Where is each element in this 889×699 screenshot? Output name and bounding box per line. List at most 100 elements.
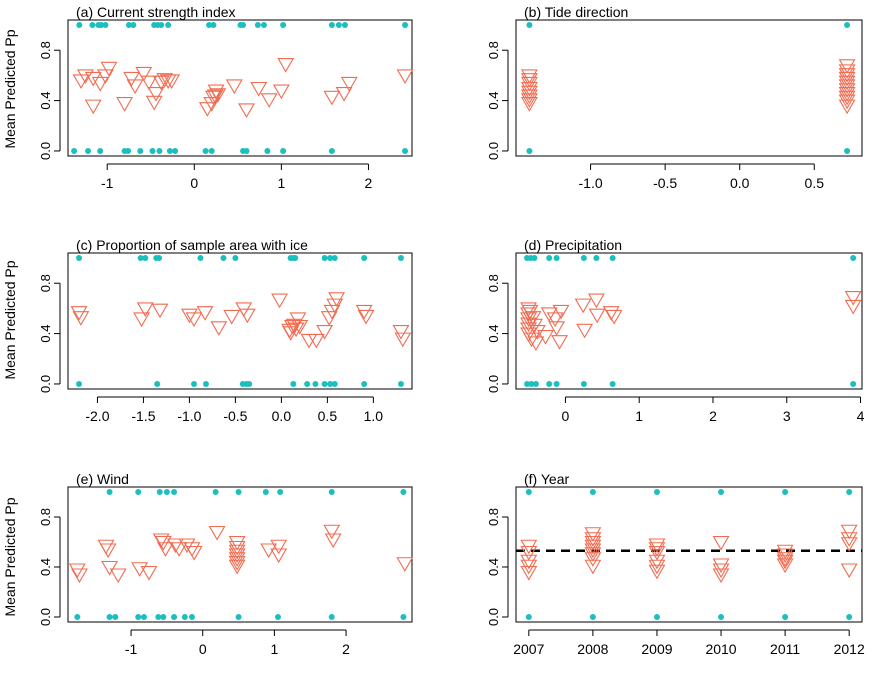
panel-c-observed-point [197,255,204,262]
panel-e-predicted-series [68,524,414,584]
panel-c-x-tick-label: -1.0 [177,408,201,424]
panel-f-x-tick-label: 2007 [513,641,544,657]
panel-b-observed-point [844,22,851,29]
panel-a-title: (a) Current strength index [76,4,236,20]
panel-f-observed-point [718,489,725,495]
panel-b-predicted-point [520,97,538,112]
panel-b-observed-series [526,22,851,154]
panel-e-observed-point [277,489,284,495]
panel-d-observed-series [524,255,857,387]
panel-d-predicted-point [605,309,623,325]
panel-a-observed-point [260,22,267,29]
panel-f-x-tick-label: 2011 [770,641,800,657]
panel-a-predicted-point [123,71,141,87]
panel-c-predicted-point [136,302,154,318]
panel-a-predicted-point [272,84,290,100]
panel-e-y-tick-label: 0.8 [38,508,53,526]
panel-e-observed-series [74,489,407,620]
panel-a-predicted-point [140,75,158,91]
panel-a-predicted-point [126,79,144,95]
panel-f-observed-point [718,614,725,620]
panel-a-observed-point [165,22,172,29]
panel-e-predicted-point [228,559,246,575]
panel-c-predicted-point [326,298,344,314]
panel-a-observed-point [280,22,287,29]
panel-c-observed-point [76,380,83,387]
panel-b-predicted-point [520,81,538,97]
panel-c-predicted-point [357,309,375,325]
panel-e-predicted-point [324,533,342,549]
panel-e-observed-point [274,614,281,620]
panel-b-x-tick-label: 0.5 [805,175,825,191]
panel-b-predicted-point [520,69,538,85]
panel-d-predicted-point [540,307,558,323]
panel-a-observed-point [166,147,173,154]
panel-f-predicted-point [776,544,794,560]
panel-b-frame [515,19,863,157]
panel-c-x-tick-label: -1.5 [131,408,155,424]
panel-f-x-axis: 2007 2008 2009 2010 2011 2012 [513,629,865,657]
panel-d-predicted-point [520,302,537,318]
panel-b-predicted-point [838,64,856,79]
panel-e-predicted-point [270,539,288,555]
panel-f-x-tick-label: 2009 [641,641,672,657]
panel-c-observed-point [361,380,368,387]
panel-f-predicted-point [712,563,730,579]
panel-a-predicted-point [147,86,165,102]
panel-b-predicted-point [520,93,538,108]
panel-c-observed-series [76,255,404,387]
panel-a-ylabel: Mean Predicted Pp [2,29,18,148]
panel-c-x-tick-label: 1.0 [364,408,384,424]
panel-e-predicted-point [109,568,127,584]
panel-f-predicted-point [648,538,666,554]
panel-d-predicted-point [528,325,546,340]
panel-b-predicted-point [520,89,538,105]
panel-b-predicted-point [838,59,856,74]
panel-d-observed-point [524,380,531,387]
panel-a-observed-point [264,147,271,154]
panel-f-y-tick-label: 0.0 [486,608,501,626]
panel-c-observed-point [361,255,368,262]
panel-d-predicted-point [537,330,554,345]
panel-b-predicted-point [838,71,856,87]
panel-c: (c) Proportion of sample area with ice -2… [38,237,413,424]
panel-e-predicted-point [228,535,246,551]
panel-b-observed-point [844,147,851,154]
panel-c-observed-point [327,380,334,387]
panel-f-observed-point [653,614,660,620]
panel-a-observed-point [202,147,209,154]
panel-a-observed-point [158,22,165,29]
panel-b-x-tick-label: -0.5 [653,175,677,191]
panel-d-observed-point [609,380,616,387]
panel-b-title: (b) Tide direction [524,4,628,20]
panel-a-predicted-point [163,74,181,90]
panel-a-predicted-point [91,76,109,92]
panel-e-observed-point [160,614,167,620]
panel-a-observed-point [254,22,261,29]
panel-c-predicted-point [271,293,289,309]
panel-c-predicted-point [151,303,169,319]
panel-f-observed-point [589,489,596,495]
panel-c-observed-point [331,380,338,387]
panel-f-observed-point [653,489,660,495]
panel-e-x-tick-label: 0 [199,641,207,657]
panel-f-predicted-point [584,539,602,555]
panel-a-observed-point [149,147,156,154]
panel-d-predicted-point [523,332,540,348]
panel-c-y-axis: 0.0 0.4 0.8 [38,274,61,393]
panel-a-predicted-series [72,58,414,119]
panel-f-predicted-point [584,559,602,575]
panel-f-observed-point [782,614,789,620]
panel-b-predicted-point [838,94,856,110]
panel-c-predicted-point [238,308,256,324]
panel-a-observed-point [98,22,105,29]
panel-a-observed-point [89,22,96,29]
panel-f-predicted-point [648,542,666,557]
panel-a-observed-point [240,22,247,29]
panel-f-predicted-point [520,545,538,561]
panel-a-predicted-point [209,88,227,103]
panel-f-observed-point [846,614,853,620]
panel-f-y-tick-label: 0.8 [486,508,501,526]
panel-e-observed-point [155,614,162,620]
panel-f-predicted-point [840,563,858,579]
